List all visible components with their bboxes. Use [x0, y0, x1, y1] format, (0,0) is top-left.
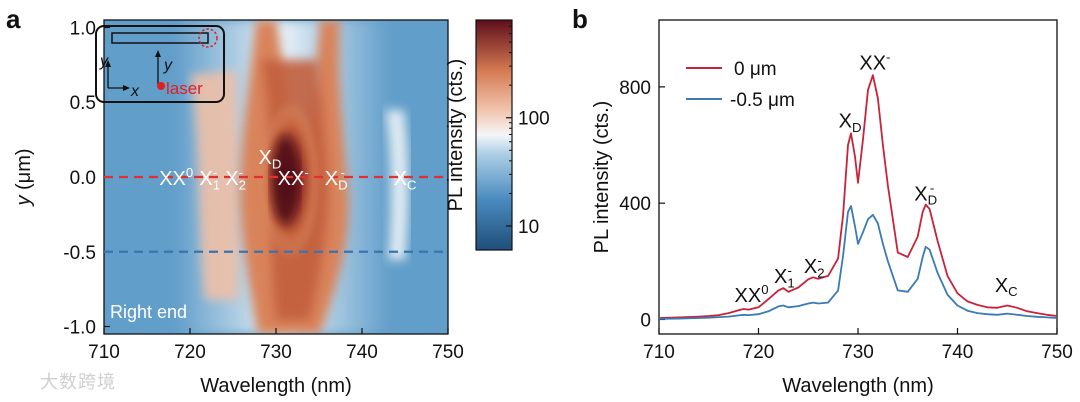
inset-schematic: y x y laser: [95, 25, 225, 103]
panel-a-xtick-label: 750: [432, 342, 464, 363]
panel-a-dashed-lines: [104, 175, 448, 253]
colorbar-ticks: 10 100: [506, 25, 550, 238]
panel-b-peak-label: XX-: [859, 49, 890, 74]
inset-x-axis-label: x: [130, 83, 140, 100]
panel-a-peak-label: XC: [394, 168, 417, 192]
colorbar-label: PL intensity (cts.): [445, 59, 467, 212]
inset-laser-label: laser: [166, 79, 203, 98]
watermark: 大数跨境: [40, 372, 116, 393]
panel-a-peak-label: XD: [259, 147, 282, 171]
panel-b-letter: b: [572, 4, 588, 34]
panel-a-peak-label: XX0: [159, 165, 193, 190]
panel-a-xtick-label: 730: [260, 342, 292, 363]
panel-a-ytick-label: -1.0: [63, 318, 96, 339]
inset-position-axis-label: y: [163, 57, 173, 74]
series-line-0um: [659, 74, 1057, 319]
panel-b-xtick-label: 720: [743, 342, 775, 363]
panel-b-series: [659, 74, 1057, 320]
panel-b-ylabel: PL intensity (cts.): [591, 101, 613, 254]
right-end-annotation: Right end: [110, 302, 187, 322]
panel-b-peak-label: X1-: [774, 263, 795, 290]
panel-a-xtick-label: 740: [346, 342, 378, 363]
panel-a-letter: a: [6, 4, 21, 34]
inset-y-axis-label: y: [99, 53, 109, 70]
panel-b-peak-label: XC: [995, 275, 1018, 299]
panel-b-xtick-label: 740: [942, 342, 974, 363]
panel-b-peak-label: XD-: [914, 180, 937, 207]
colorbar-tick-label: 100: [518, 109, 550, 130]
panel-a-peak-labels: XX0 X1- X2- XX- XD- XD XC: [159, 147, 417, 192]
panel-b-ytick-label: 800: [619, 78, 651, 99]
panel-a-ytick-label: 1.0: [70, 18, 96, 39]
panel-b-peak-label: XX0: [735, 282, 769, 307]
panel-a-xtick-label: 720: [174, 342, 206, 363]
panel-b-peak-label: XD: [839, 111, 862, 135]
panel-a-xlabel: Wavelength (nm): [200, 375, 352, 397]
panel-b-xtick-label: 730: [842, 342, 874, 363]
panel-a-peak-label: XX-: [278, 165, 309, 190]
colorbar: [475, 19, 513, 251]
panel-b-ticks: 710 720 730 740 750 0 400 800: [619, 78, 1073, 363]
panel-a-ylabel: y (μm): [13, 148, 35, 207]
panel-a-peak-label: X1-: [199, 165, 220, 192]
panel-b-ytick-label: 400: [619, 194, 651, 215]
panel-b-xlabel: Wavelength (nm): [782, 375, 934, 397]
panel-b-xtick-label: 710: [643, 342, 675, 363]
panel-a-peak-label: X2-: [225, 165, 246, 192]
panel-a-ytick-label: 0.0: [70, 168, 96, 189]
panel-a-ticks: 710 720 730 740 750 -1.0 -0.5 0.0 0.5 1.0: [63, 18, 464, 363]
legend: 0 μm -0.5 μm: [686, 59, 795, 111]
series-line-minus05um: [659, 205, 1057, 320]
panel-a-xtick-label: 710: [88, 342, 120, 363]
panel-a-peak-label: XD-: [325, 165, 348, 192]
panel-b-peak-label: X2-: [804, 253, 825, 280]
colorbar-tick-label: 10: [518, 217, 539, 238]
legend-label-0um: 0 μm: [734, 59, 777, 80]
panel-a-ytick-label: -0.5: [63, 243, 96, 264]
panel-a-ytick-label: 0.5: [70, 93, 96, 114]
panel-b-xtick-label: 750: [1041, 342, 1073, 363]
panel-b-ytick-label: 0: [640, 310, 651, 331]
legend-label-minus05um: -0.5 μm: [730, 90, 795, 111]
